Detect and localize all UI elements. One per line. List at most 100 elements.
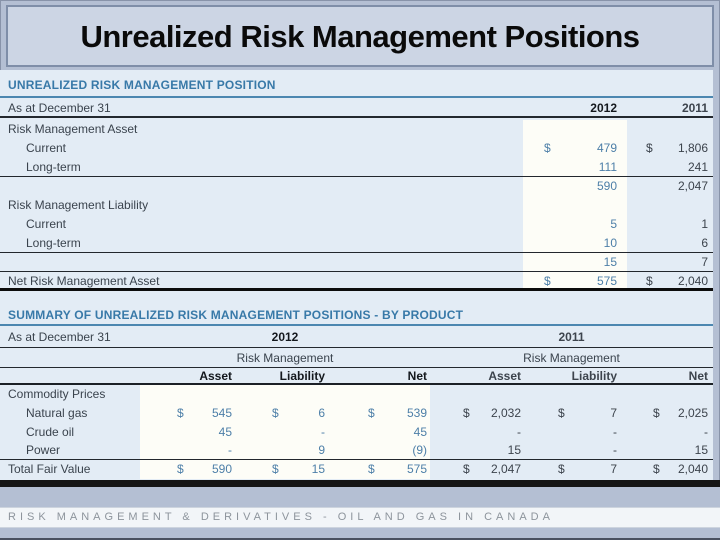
col-header-net-2012: Net bbox=[407, 369, 427, 383]
row-label: Current bbox=[26, 217, 67, 231]
table-row: Natural gas $ 545 $ 6 $ 539 $ 2,032 $ 7 … bbox=[0, 404, 713, 423]
table1-year-2011: 2011 bbox=[681, 101, 708, 115]
table2-date-header-row: As at December 31 2012 2011 bbox=[0, 327, 713, 348]
table2-year-2012: 2012 bbox=[271, 330, 299, 344]
table2-title: SUMMARY OF UNREALIZED RISK MANAGEMENT PO… bbox=[8, 308, 464, 322]
cell-asset-2011: 2,047 bbox=[490, 462, 521, 477]
cell-liability-2012: - bbox=[321, 424, 325, 439]
table-row: Current 5 1 bbox=[0, 215, 713, 234]
cell-net-2012: 45 bbox=[413, 424, 427, 439]
cell-asset-2012: 590 bbox=[211, 462, 232, 477]
cell-value-2012: 111 bbox=[598, 160, 617, 174]
currency-symbol: $ bbox=[558, 405, 565, 420]
group-label-2011: Risk Management bbox=[523, 351, 620, 365]
content-area: UNREALIZED RISK MANAGEMENT POSITION As a… bbox=[0, 70, 713, 480]
slide-bottom-edge bbox=[0, 538, 720, 540]
row-label: Current bbox=[26, 141, 67, 155]
cell-liability-2011: 7 bbox=[610, 405, 617, 420]
table-row-total: Total Fair Value $ 590 $ 15 $ 575 $ 2,04… bbox=[0, 460, 713, 479]
table2-year-2011: 2011 bbox=[558, 330, 585, 344]
table1-title-underline bbox=[0, 96, 713, 98]
table-row-subtotal: 15 7 bbox=[0, 253, 713, 272]
currency-symbol: $ bbox=[368, 462, 375, 477]
cell-net-2012: (9) bbox=[412, 443, 427, 458]
cell-net-2011: 2,040 bbox=[677, 462, 708, 477]
cell-value-2011: 1 bbox=[701, 217, 708, 231]
table2-title-underline bbox=[0, 324, 713, 326]
table-row: Long-term 111 241 bbox=[0, 158, 713, 177]
table-row: Current $ 479 $ 1,806 bbox=[0, 139, 713, 158]
bottom-divider bbox=[0, 480, 720, 487]
currency-symbol: $ bbox=[653, 405, 660, 420]
currency-symbol: $ bbox=[646, 141, 653, 155]
table-row-subtotal: 590 2,047 bbox=[0, 177, 713, 196]
cell-liability-2012: 6 bbox=[318, 405, 325, 420]
title-panel: Unrealized Risk Management Positions bbox=[6, 5, 714, 67]
cell-liability-2011: 7 bbox=[610, 462, 617, 477]
currency-symbol: $ bbox=[272, 462, 279, 477]
footer-strip: RISK MANAGEMENT & DERIVATIVES - OIL AND … bbox=[0, 507, 720, 528]
currency-symbol: $ bbox=[653, 462, 660, 477]
cell-asset-2012: - bbox=[228, 443, 232, 458]
cell-value-2012: 590 bbox=[596, 179, 617, 193]
currency-symbol: $ bbox=[463, 405, 470, 420]
row-label: Natural gas bbox=[26, 405, 88, 420]
table1-date-label: As at December 31 bbox=[8, 101, 111, 115]
cell-value-2011: 241 bbox=[687, 160, 708, 174]
col-header-liability-2012: Liability bbox=[279, 369, 325, 383]
currency-symbol: $ bbox=[177, 462, 184, 477]
currency-symbol: $ bbox=[646, 274, 653, 288]
cell-value-2012: 10 bbox=[603, 236, 617, 250]
col-header-asset-2012: Asset bbox=[199, 369, 232, 383]
table-row: Power - 9 (9) 15 - 15 bbox=[0, 441, 713, 461]
table-row: Risk Management Liability bbox=[0, 196, 713, 215]
cell-value-2012: 15 bbox=[603, 255, 617, 269]
currency-symbol: $ bbox=[368, 405, 375, 420]
cell-net-2012: 575 bbox=[406, 462, 427, 477]
table1-year-2012: 2012 bbox=[590, 101, 617, 115]
footer-text: RISK MANAGEMENT & DERIVATIVES - OIL AND … bbox=[8, 511, 554, 523]
cell-liability-2011: - bbox=[613, 443, 617, 458]
table-row: Crude oil 45 - 45 - - - bbox=[0, 423, 713, 442]
cell-value-2012: 479 bbox=[596, 141, 617, 155]
cell-value-2011: 2,040 bbox=[677, 274, 708, 288]
cell-net-2011: 2,025 bbox=[677, 405, 708, 420]
highlight-band-2012-table1 bbox=[523, 120, 627, 291]
table-row: Long-term 10 6 bbox=[0, 234, 713, 253]
cell-value-2011: 2,047 bbox=[677, 179, 708, 193]
row-label: Crude oil bbox=[26, 424, 75, 439]
table2-date-label: As at December 31 bbox=[8, 330, 111, 344]
cell-value-2011: 6 bbox=[701, 236, 708, 250]
cell-net-2011: 15 bbox=[694, 443, 708, 458]
row-label: Commodity Prices bbox=[8, 387, 106, 401]
table2-column-header-row: Asset Liability Net Asset Liability Net bbox=[0, 368, 713, 385]
cell-asset-2012: 545 bbox=[211, 405, 232, 420]
cell-value-2011: 7 bbox=[701, 255, 708, 269]
col-header-net-2011: Net bbox=[688, 369, 708, 383]
slide-title: Unrealized Risk Management Positions bbox=[80, 19, 640, 54]
table-row: Risk Management Asset bbox=[0, 120, 713, 139]
row-label: Total Fair Value bbox=[8, 462, 91, 477]
cell-value-2012: 575 bbox=[596, 274, 617, 288]
highlight-band-2012-table2 bbox=[140, 385, 430, 479]
currency-symbol: $ bbox=[544, 274, 551, 288]
table2-body: Commodity Prices Natural gas $ 545 $ 6 $… bbox=[0, 385, 713, 479]
currency-symbol: $ bbox=[558, 462, 565, 477]
row-label: Risk Management Liability bbox=[8, 198, 149, 212]
table1-title: UNREALIZED RISK MANAGEMENT POSITION bbox=[8, 78, 276, 92]
table2-group-header-row: Risk Management Risk Management bbox=[0, 348, 713, 368]
row-label: Net Risk Management Asset bbox=[8, 274, 160, 288]
table-row: Commodity Prices bbox=[0, 385, 713, 404]
row-label: Risk Management Asset bbox=[8, 122, 138, 136]
cell-asset-2011: - bbox=[517, 424, 521, 439]
cell-net-2011: - bbox=[704, 424, 708, 439]
col-header-asset-2011: Asset bbox=[488, 369, 521, 383]
cell-net-2012: 539 bbox=[406, 405, 427, 420]
cell-value-2011: 1,806 bbox=[677, 141, 708, 155]
currency-symbol: $ bbox=[272, 405, 279, 420]
cell-liability-2012: 15 bbox=[311, 462, 325, 477]
cell-liability-2012: 9 bbox=[318, 443, 325, 458]
table1-date-header-row: As at December 31 2012 2011 bbox=[0, 99, 713, 118]
table1-body: Risk Management Asset Current $ 479 $ 1,… bbox=[0, 120, 713, 291]
